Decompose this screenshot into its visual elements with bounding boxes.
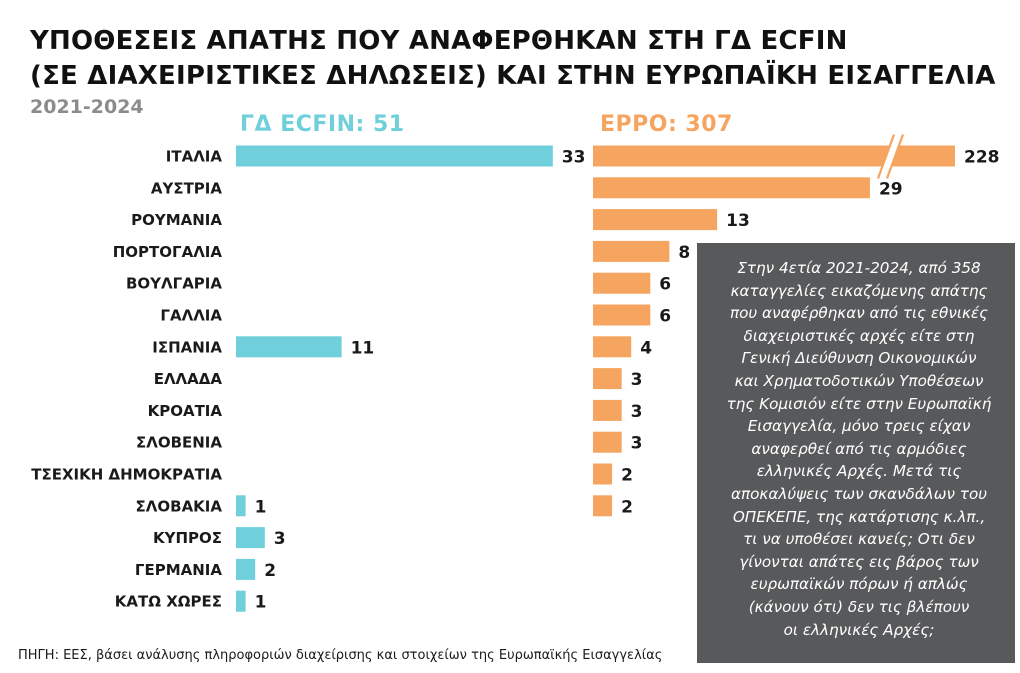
category-label: ΓΑΛΛΙΑ — [160, 307, 222, 325]
category-label: ΑΥΣΤΡΙΑ — [151, 179, 223, 197]
category-label: ΡΟΥΜΑΝΙΑ — [131, 211, 222, 229]
axis-break-line — [885, 134, 905, 179]
bar-ecfin — [236, 336, 342, 358]
chart-title: ΥΠΟΘΕΣΕΙΣ ΑΠΑΤΗΣ ΠΟΥ ΑΝΑΦΕΡΘΗΚΑΝ ΣΤΗ ΓΔ … — [30, 24, 996, 94]
axis-break-gap — [878, 134, 903, 179]
category-label: ΣΛΟΒΕΝΙΑ — [136, 434, 222, 452]
bar-eppo — [593, 209, 718, 231]
value-label-ecfin: 33 — [562, 148, 586, 168]
bar-ecfin — [236, 145, 553, 167]
value-label-ecfin: 3 — [274, 529, 286, 549]
value-label-ecfin: 1 — [255, 593, 267, 613]
value-label-eppo: 3 — [631, 370, 643, 390]
bar-eppo — [593, 145, 955, 167]
commentary-text: Στην 4ετία 2021-2024, από 358 καταγγελίε… — [726, 259, 992, 639]
bar-eppo — [593, 463, 613, 485]
legend-eppo: EPPO: 307 — [600, 112, 733, 137]
bar-eppo — [593, 399, 622, 421]
value-label-eppo: 6 — [659, 275, 671, 295]
category-label: ΒΟΥΛΓΑΡΙΑ — [126, 275, 222, 293]
category-label: ΚΑΤΩ ΧΩΡΕΣ — [115, 593, 222, 611]
value-label-eppo: 13 — [726, 211, 750, 231]
value-label-eppo: 29 — [879, 179, 903, 199]
bar-ecfin — [236, 527, 265, 549]
title-line-1: ΥΠΟΘΕΣΕΙΣ ΑΠΑΤΗΣ ΠΟΥ ΑΝΑΦΕΡΘΗΚΑΝ ΣΤΗ ΓΔ … — [30, 26, 848, 56]
value-label-eppo: 6 — [659, 307, 671, 327]
value-label-eppo: 2 — [621, 497, 633, 517]
value-label-eppo: 4 — [640, 338, 652, 358]
bar-eppo — [593, 304, 651, 326]
chart-subtitle: 2021-2024 — [30, 96, 144, 118]
value-label-ecfin: 1 — [255, 497, 267, 517]
category-label: ΚΥΠΡΟΣ — [153, 529, 222, 547]
bar-eppo — [593, 431, 622, 453]
category-label: ΤΣΕΧΙΚΗ ΔΗΜΟΚΡΑΤΙΑ — [31, 466, 222, 484]
bar-ecfin — [236, 558, 256, 580]
value-label-ecfin: 2 — [264, 561, 276, 581]
bar-eppo — [593, 495, 613, 517]
category-label: ΓΕΡΜΑΝΙΑ — [135, 561, 222, 579]
value-label-eppo: 3 — [631, 402, 643, 422]
bar-eppo — [593, 240, 670, 262]
value-label-eppo: 228 — [964, 148, 1000, 168]
value-label-eppo: 8 — [678, 243, 690, 263]
value-label-eppo: 3 — [631, 434, 643, 454]
title-line-2: (ΣΕ ΔΙΑΧΕΙΡΙΣΤΙΚΕΣ ΔΗΛΩΣΕΙΣ) ΚΑΙ ΣΤΗΝ ΕΥ… — [30, 61, 996, 91]
bar-eppo — [593, 336, 632, 358]
category-label: ΠΟΡΤΟΓΑΛΙΑ — [113, 243, 223, 261]
source-note: ΠΗΓΗ: ΕΕΣ, βάσει ανάλυσης πληροφοριών δι… — [18, 648, 663, 663]
value-label-eppo: 2 — [621, 466, 633, 486]
category-label: ΣΛΟΒΑΚΙΑ — [136, 497, 223, 515]
category-label: ΙΣΠΑΝΙΑ — [152, 338, 222, 356]
bar-ecfin — [236, 495, 246, 517]
value-label-ecfin: 11 — [351, 338, 375, 358]
legend-ecfin: ΓΔ ECFIN: 51 — [240, 112, 405, 137]
bar-eppo — [593, 368, 622, 390]
bar-eppo — [593, 272, 651, 294]
commentary-box: Στην 4ετία 2021-2024, από 358 καταγγελίε… — [697, 243, 1015, 663]
category-label: ΙΤΑΛΙΑ — [166, 148, 223, 166]
bar-eppo — [593, 177, 870, 199]
axis-break-line — [876, 134, 896, 179]
bar-ecfin — [236, 590, 246, 612]
category-label: ΕΛΛΑΔΑ — [154, 370, 223, 388]
category-label: ΚΡΟΑΤΙΑ — [148, 402, 223, 420]
